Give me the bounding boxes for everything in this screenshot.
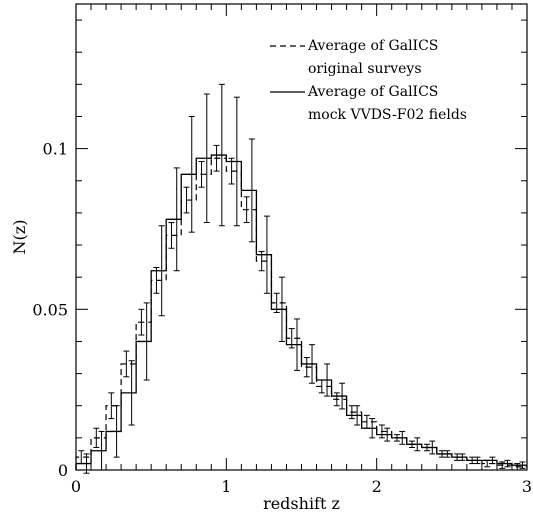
x-tick-label: 1	[221, 477, 231, 496]
series-line-dashed	[75, 157, 527, 470]
y-axis-label: N(z)	[10, 220, 29, 255]
x-tick-label: 0	[71, 477, 81, 496]
legend-label-line: Average of GalICS	[307, 84, 438, 100]
legend-label-line: mock VVDS-F02 fields	[308, 107, 467, 123]
y-tick-label: 0.05	[32, 300, 68, 319]
series-line-solid	[75, 154, 527, 470]
legend-label-line: original surveys	[308, 61, 422, 77]
legend-label-line: Average of GalICS	[307, 38, 438, 54]
tick-labels: 0 1 2 3 0 0.05 0.1	[32, 140, 532, 496]
plot-area	[75, 83, 527, 474]
y-tick-label: 0.1	[43, 140, 68, 159]
axis-ticks	[75, 4, 528, 471]
y-tick-label: 0	[58, 461, 68, 480]
x-tick-label: 2	[372, 477, 382, 496]
plot-frame	[75, 3, 528, 471]
x-tick-label: 3	[522, 477, 532, 496]
x-axis-label: redshift z	[263, 494, 340, 513]
legend: Average of GalICS original surveys Avera…	[270, 38, 467, 123]
